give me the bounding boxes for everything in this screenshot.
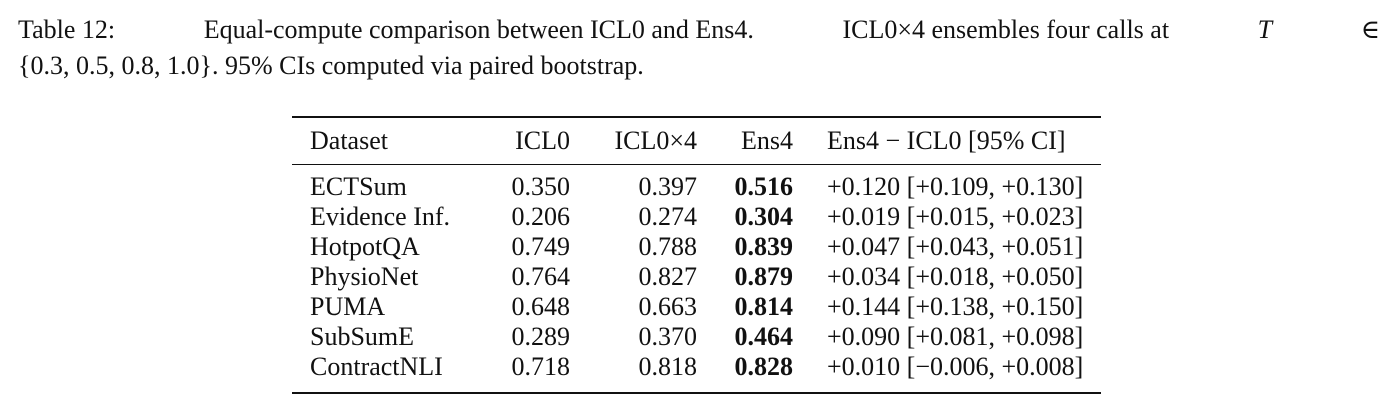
cell-icl0x4: 0.397 xyxy=(638,172,698,201)
cell-diff-ci: +0.144 [+0.138, +0.150] xyxy=(827,292,1084,321)
cell-diff-ci: +0.120 [+0.109, +0.130] xyxy=(827,172,1084,201)
cell-ens4: 0.839 xyxy=(734,232,794,261)
cell-ens4: 0.304 xyxy=(734,202,794,231)
cell-dataset: HotpotQA xyxy=(310,232,420,261)
cell-icl0x4: 0.663 xyxy=(638,292,698,321)
table-row: ECTSum 0.350 0.397 0.516 +0.120 [+0.109,… xyxy=(292,172,1101,202)
cell-dataset: PUMA xyxy=(310,292,386,321)
mid-rule xyxy=(292,164,1101,165)
cell-icl0x4: 0.788 xyxy=(638,232,698,261)
caption-symbol-in: ∈ xyxy=(1360,15,1380,44)
header-dataset: Dataset xyxy=(310,126,388,155)
cell-icl0: 0.648 xyxy=(511,292,571,321)
caption-line-1: Table 12: Equal-compute comparison betwe… xyxy=(18,12,1380,48)
cell-icl0: 0.718 xyxy=(511,352,571,381)
cell-icl0: 0.350 xyxy=(511,172,571,201)
cell-ens4: 0.516 xyxy=(734,172,794,201)
caption-text-3: . 95% CIs computed via paired bootstrap. xyxy=(211,51,644,80)
table-row: HotpotQA 0.749 0.788 0.839 +0.047 [+0.04… xyxy=(292,232,1101,262)
cell-icl0: 0.289 xyxy=(511,322,571,351)
table-row: PUMA 0.648 0.663 0.814 +0.144 [+0.138, +… xyxy=(292,292,1101,322)
header-icl0x4: ICL0×4 xyxy=(614,126,697,155)
table-row: Evidence Inf. 0.206 0.274 0.304 +0.019 [… xyxy=(292,202,1101,232)
header-ens4: Ens4 xyxy=(741,126,793,155)
cell-icl0x4: 0.370 xyxy=(638,322,698,351)
cell-ens4: 0.814 xyxy=(734,292,794,321)
cell-icl0: 0.764 xyxy=(511,262,571,291)
results-table: Dataset ICL0 ICL0×4 Ens4 Ens4 − ICL0 [95… xyxy=(292,116,1101,394)
cell-icl0x4: 0.818 xyxy=(638,352,698,381)
caption-text-1: Equal-compute comparison between ICL0 an… xyxy=(203,15,754,44)
caption-symbol-t: T xyxy=(1257,15,1273,44)
cell-icl0: 0.206 xyxy=(511,202,571,231)
table-row: ContractNLI 0.718 0.818 0.828 +0.010 [−0… xyxy=(292,352,1101,382)
cell-diff-ci: +0.019 [+0.015, +0.023] xyxy=(827,202,1084,231)
cell-ens4: 0.464 xyxy=(734,322,794,351)
cell-icl0x4: 0.274 xyxy=(638,202,698,231)
cell-ens4: 0.879 xyxy=(734,262,794,291)
cell-dataset: ECTSum xyxy=(310,172,407,201)
header-icl0: ICL0 xyxy=(515,126,570,155)
cell-icl0: 0.749 xyxy=(511,232,571,261)
cell-diff-ci: +0.090 [+0.081, +0.098] xyxy=(827,322,1084,351)
caption-text-2: ICL0×4 ensembles four calls at xyxy=(842,15,1170,44)
cell-diff-ci: +0.047 [+0.043, +0.051] xyxy=(827,232,1084,261)
cell-ens4: 0.828 xyxy=(734,352,794,381)
table-row: PhysioNet 0.764 0.827 0.879 +0.034 [+0.0… xyxy=(292,262,1101,292)
caption-line-2: {0.3, 0.5, 0.8, 1.0}. 95% CIs computed v… xyxy=(18,48,1380,84)
cell-diff-ci: +0.010 [−0.006, +0.008] xyxy=(827,352,1084,381)
table-row: SubSumE 0.289 0.370 0.464 +0.090 [+0.081… xyxy=(292,322,1101,352)
caption-label: Table 12: xyxy=(18,15,116,44)
header-diff-ci: Ens4 − ICL0 [95% CI] xyxy=(827,126,1066,155)
cell-dataset: Evidence Inf. xyxy=(310,202,451,231)
caption-set: {0.3, 0.5, 0.8, 1.0} xyxy=(18,51,212,80)
cell-dataset: PhysioNet xyxy=(310,262,419,291)
cell-diff-ci: +0.034 [+0.018, +0.050] xyxy=(827,262,1084,291)
cell-dataset: SubSumE xyxy=(310,322,415,351)
top-rule xyxy=(292,116,1101,118)
cell-dataset: ContractNLI xyxy=(310,352,443,381)
table-caption: Table 12: Equal-compute comparison betwe… xyxy=(18,12,1380,84)
cell-icl0x4: 0.827 xyxy=(638,262,698,291)
table-header-row: Dataset ICL0 ICL0×4 Ens4 Ens4 − ICL0 [95… xyxy=(292,118,1101,164)
bottom-rule xyxy=(292,392,1101,394)
